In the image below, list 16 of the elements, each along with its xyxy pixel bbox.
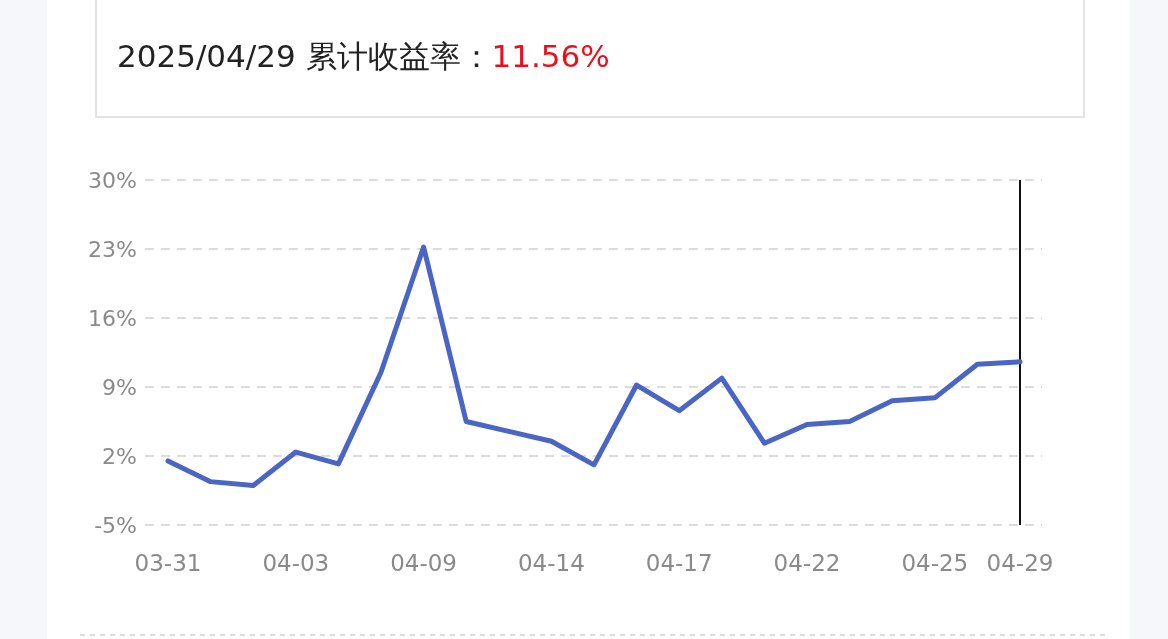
x-tick-label: 04-29: [986, 550, 1054, 576]
y-tick-label: -5%: [94, 513, 137, 538]
y-tick-label: 9%: [102, 375, 137, 400]
x-tick-label: 04-03: [262, 550, 330, 576]
y-tick-label: 2%: [102, 444, 137, 469]
y-tick-label: 16%: [88, 306, 137, 331]
x-tick-label: 04-09: [390, 550, 458, 576]
x-tick-label: 04-25: [901, 550, 969, 576]
chart-title: 2025/04/29 累计收益率：: [117, 38, 492, 74]
x-tick-label: 04-17: [645, 550, 713, 576]
x-tick-label: 03-31: [134, 550, 202, 576]
y-tick-label: 23%: [88, 237, 137, 262]
text: 11.56%: [491, 38, 610, 74]
x-tick-label: 04-22: [773, 550, 841, 576]
x-tick-label: 04-14: [517, 550, 585, 576]
y-tick-label: 30%: [88, 168, 137, 193]
